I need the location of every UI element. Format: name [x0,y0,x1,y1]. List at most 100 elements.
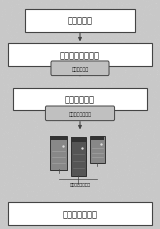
Point [17,208,20,211]
Point [138,27,140,30]
Point [153,3,156,6]
Point [152,165,154,169]
Point [141,129,144,132]
Point [36,97,38,101]
Point [152,186,155,189]
Point [108,120,110,123]
Point [154,30,157,34]
Point [124,43,127,47]
Point [155,7,158,10]
Point [99,14,101,17]
Point [156,69,159,73]
Point [20,75,23,78]
Point [16,155,19,159]
Point [78,85,80,88]
Point [8,6,11,10]
Point [102,147,104,150]
Point [124,26,126,30]
Point [122,3,125,6]
Point [134,60,137,63]
Point [35,19,38,23]
Point [82,6,84,10]
Point [27,11,30,15]
Point [87,94,89,98]
Point [95,3,98,6]
Point [113,26,115,30]
Point [76,166,78,170]
Point [87,122,90,125]
Point [18,188,21,191]
Point [11,123,14,126]
Point [112,90,114,94]
Point [33,65,36,69]
Point [10,76,12,80]
Point [137,133,140,137]
Point [150,119,153,123]
Point [100,70,103,74]
Point [66,158,68,161]
Point [63,214,66,218]
Point [29,90,31,93]
Point [16,109,19,112]
Point [112,106,114,110]
Point [81,53,83,57]
Point [6,91,9,95]
Point [58,166,60,170]
Point [69,123,72,126]
Point [138,208,140,212]
Point [22,144,25,148]
Point [59,18,61,22]
Point [37,218,40,222]
Point [106,77,108,80]
Point [71,107,74,110]
Point [34,182,36,185]
Point [142,10,145,13]
Point [109,71,111,75]
Point [150,221,153,225]
Point [64,215,67,219]
Point [127,45,130,49]
Point [126,203,128,207]
Point [140,152,143,155]
Point [13,118,16,122]
Point [62,217,65,221]
Point [63,152,65,155]
Point [142,22,144,26]
Point [116,145,119,149]
Point [121,32,123,36]
Point [101,165,104,168]
Point [110,119,112,122]
Point [16,128,19,131]
Point [132,203,134,206]
Point [15,23,17,26]
Point [35,49,38,53]
Point [83,70,86,73]
Point [153,180,156,183]
Point [125,108,128,112]
Point [24,96,27,100]
Point [78,15,81,18]
Point [118,82,120,85]
Point [115,212,117,216]
Point [113,81,115,84]
Point [72,58,75,62]
Point [39,110,41,114]
Point [25,104,27,107]
Point [28,139,31,142]
Point [19,119,21,123]
Point [158,98,160,102]
Point [114,8,117,12]
Point [13,214,15,218]
Point [95,110,97,114]
Point [50,49,53,53]
Point [146,195,148,199]
Point [125,183,128,187]
Point [114,67,116,71]
Point [119,199,122,203]
Point [153,161,156,165]
Point [80,65,83,69]
Point [125,69,127,72]
Point [24,131,27,135]
Point [98,4,101,8]
Point [10,68,13,72]
